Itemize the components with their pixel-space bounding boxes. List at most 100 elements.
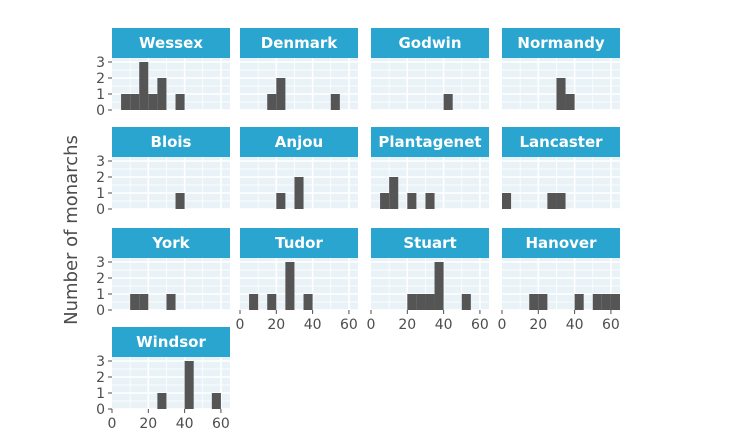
facet-stuart: Stuart 0 20 40 60 (367, 228, 489, 333)
facet-strip (112, 127, 230, 157)
y-tick-label: 2 (96, 170, 105, 186)
facet-strip (112, 228, 230, 258)
histogram-bar (130, 294, 140, 310)
y-tick-label: 2 (96, 370, 105, 386)
facet-title: Godwin (398, 34, 461, 52)
x-tick-label: 20 (139, 416, 157, 432)
facet-strip (240, 28, 358, 58)
histogram-bar (303, 294, 313, 310)
histogram-bar (249, 294, 259, 310)
histogram-bar (157, 78, 167, 110)
x-tick-label: 40 (435, 317, 453, 333)
histogram-bar (166, 294, 176, 310)
y-tick-label: 0 (96, 402, 105, 418)
x-tick-label: 0 (236, 317, 245, 333)
x-tick-label: 20 (267, 317, 285, 333)
x-tick-label: 60 (340, 317, 358, 333)
histogram-bar (175, 193, 185, 209)
facet-title: Wessex (139, 34, 203, 52)
facet-denmark: Denmark (240, 28, 358, 111)
x-tick-label: 60 (212, 416, 230, 432)
histogram-bar (139, 62, 149, 110)
histogram-bar (574, 294, 584, 310)
facet-title: Anjou (275, 133, 323, 151)
y-tick-label: 1 (96, 87, 105, 103)
histogram-bar (157, 393, 167, 409)
facet-strip (502, 127, 620, 157)
histogram-bar (461, 294, 471, 310)
x-tick-label: 40 (566, 317, 584, 333)
x-tick-label: 0 (367, 317, 376, 333)
histogram-bar (407, 193, 417, 209)
y-tick-label: 0 (96, 202, 105, 218)
facet-anjou: Anjou (240, 127, 358, 210)
histogram-bar (425, 193, 435, 209)
histogram-bar (547, 193, 557, 209)
histogram-bar (330, 94, 340, 110)
x-tick-label: 40 (304, 317, 322, 333)
histogram-bar (601, 294, 611, 310)
facet-plantagenet: Plantagenet (371, 127, 489, 210)
histogram-bar (610, 294, 620, 310)
y-axis-label: Number of monarchs (61, 135, 82, 325)
facet-tudor: Tudor 0 20 40 60 (236, 228, 358, 333)
histogram-bar (267, 294, 277, 310)
histogram-bar (425, 294, 435, 310)
facet-strip (112, 327, 230, 357)
facet-strip (371, 127, 489, 157)
y-tick-label: 2 (96, 271, 105, 287)
facet-title: Stuart (403, 234, 456, 252)
facet-title: York (151, 234, 190, 252)
y-tick-label: 2 (96, 71, 105, 87)
y-tick-label: 1 (96, 287, 105, 303)
facet-title: Windsor (136, 333, 206, 351)
x-tick-label: 40 (176, 416, 194, 432)
histogram-bar (389, 177, 399, 209)
x-tick-label: 0 (498, 317, 507, 333)
facet-lancaster: Lancaster (502, 127, 620, 210)
panel-background (112, 157, 230, 209)
facet-title: Blois (151, 133, 192, 151)
facet-title: Normandy (517, 34, 604, 52)
panel-background (112, 357, 230, 409)
facet-strip (502, 28, 620, 58)
histogram-bar (565, 94, 575, 110)
facet-strip (371, 228, 489, 258)
facet-title: Tudor (275, 234, 323, 252)
facet-strip (240, 228, 358, 258)
facet-title: Lancaster (519, 133, 603, 151)
histogram-bar (294, 177, 304, 209)
x-tick-label: 20 (529, 317, 547, 333)
facet-godwin: Godwin (371, 28, 489, 111)
y-tick-label: 3 (96, 154, 105, 170)
facet-title: Hanover (525, 234, 597, 252)
facet-strip (371, 28, 489, 58)
facet-title: Plantagenet (378, 133, 481, 151)
histogram-bar (130, 94, 140, 110)
histogram-bar (276, 78, 286, 110)
histogram-bar (556, 78, 566, 110)
y-tick-label: 3 (96, 255, 105, 271)
y-tick-label: 0 (96, 303, 105, 319)
y-tick-label: 0 (96, 103, 105, 119)
histogram-bar (175, 94, 185, 110)
histogram-bar (380, 193, 390, 209)
x-tick-label: 0 (108, 416, 117, 432)
histogram-bar (556, 193, 566, 209)
histogram-bar (276, 193, 286, 209)
panel-background (371, 58, 489, 110)
y-tick-label: 3 (96, 55, 105, 71)
facet-title: Denmark (261, 34, 338, 52)
facet-hanover: Hanover 0 20 40 60 (498, 228, 620, 333)
histogram-bar (416, 294, 426, 310)
x-tick-label: 60 (471, 317, 489, 333)
facet-strip (502, 228, 620, 258)
histogram-bar (529, 294, 539, 310)
histogram-bar (434, 262, 444, 310)
histogram-bar (285, 262, 295, 310)
histogram-bar (592, 294, 602, 310)
